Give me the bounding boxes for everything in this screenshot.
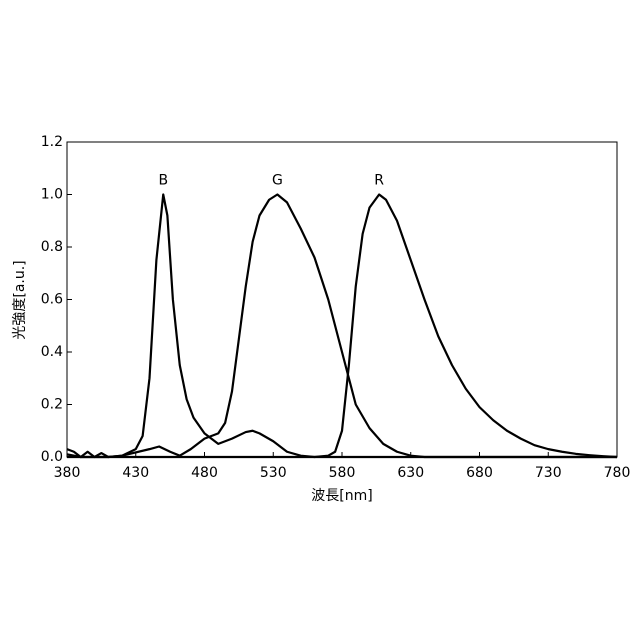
y-tick-label: 0.8: [41, 239, 63, 255]
plot-frame: [67, 142, 617, 457]
peak-label: R: [374, 173, 384, 189]
y-tick-label: 0.0: [41, 449, 63, 465]
x-tick-label: 480: [191, 465, 218, 481]
x-tick-label: 680: [466, 465, 493, 481]
y-axis-label: 光強度[a.u.]: [12, 260, 28, 339]
x-tick-label: 430: [122, 465, 149, 481]
x-axis-label: 波長[nm]: [311, 488, 372, 504]
x-tick-label: 730: [535, 465, 562, 481]
x-tick-label: 380: [54, 465, 81, 481]
chart: 波長[nm] 光強度[a.u.] 380 430 480 530 580 630 680 73…: [0, 0, 640, 640]
x-tick-label: 780: [604, 465, 631, 481]
curve: [67, 195, 617, 458]
y-tick-label: 0.6: [41, 292, 63, 308]
y-tick-label: 1.2: [41, 134, 63, 150]
curve: [67, 195, 617, 458]
x-tick-label: 630: [397, 465, 424, 481]
x-tick-label: 530: [260, 465, 287, 481]
x-tick-label: 580: [329, 465, 356, 481]
y-tick-label: 0.4: [41, 344, 63, 360]
y-tick-label: 0.2: [41, 397, 63, 413]
peak-label: B: [158, 173, 168, 189]
y-tick-label: 1.0: [41, 187, 63, 203]
curve: [67, 195, 617, 458]
peak-label: G: [272, 173, 283, 189]
